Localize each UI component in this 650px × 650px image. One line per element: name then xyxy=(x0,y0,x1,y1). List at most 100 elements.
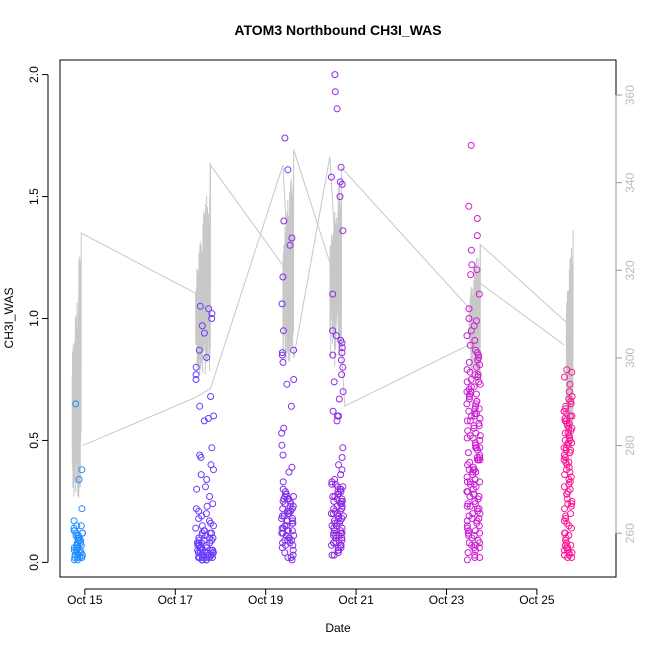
scatter-point xyxy=(476,478,484,486)
scatter-point xyxy=(464,461,471,469)
scatter-point xyxy=(200,417,208,425)
scatter-point xyxy=(560,483,568,491)
scatter-point xyxy=(473,444,481,452)
scatter-point xyxy=(338,344,346,352)
scatter-point xyxy=(566,468,574,476)
scatter-point xyxy=(203,502,211,510)
scatter-point xyxy=(328,480,336,488)
scatter-point xyxy=(287,554,295,561)
scatter-point xyxy=(289,519,297,527)
scatter-point xyxy=(289,546,297,554)
y-tick-label: 2.0 xyxy=(27,66,41,83)
scatter-point xyxy=(279,451,287,459)
x-tick-label: Oct 19 xyxy=(248,593,284,607)
scatter-point xyxy=(78,466,86,474)
scatter-point xyxy=(194,549,202,557)
scatter-point xyxy=(568,500,576,508)
scatter-point xyxy=(560,407,568,415)
scatter-point xyxy=(466,390,474,398)
scatter-point xyxy=(338,466,346,474)
scatter-point xyxy=(196,402,204,410)
scatter-point xyxy=(471,336,479,344)
scatter-point xyxy=(286,241,294,249)
scatter-point xyxy=(72,546,80,554)
scatter-point xyxy=(208,310,216,318)
scatter-point xyxy=(278,529,286,537)
scatter-point xyxy=(466,393,473,400)
scatter-point xyxy=(468,261,476,269)
scatter-point xyxy=(208,444,216,452)
scatter-point xyxy=(472,402,479,410)
scatter-point xyxy=(336,193,344,201)
scatter-point-layer xyxy=(70,71,576,564)
scatter-point xyxy=(337,500,345,508)
scatter-point xyxy=(210,522,217,530)
scatter-point xyxy=(76,554,84,561)
scatter-point xyxy=(198,522,206,530)
scatter-point xyxy=(474,456,481,464)
scatter-point xyxy=(329,351,337,359)
scatter-point xyxy=(467,327,475,335)
scatter-point xyxy=(471,554,479,561)
scatter-point xyxy=(288,527,296,535)
scatter-point xyxy=(560,517,568,525)
scatter-point xyxy=(206,546,214,554)
altitude-trace xyxy=(71,149,574,499)
scatter-point xyxy=(329,407,337,415)
scatter-point xyxy=(474,351,482,359)
scatter-point xyxy=(476,432,484,440)
scatter-point xyxy=(333,105,341,113)
scatter-point xyxy=(197,471,205,479)
scatter-point xyxy=(290,376,298,383)
scatter-point xyxy=(338,180,346,188)
scatter-point xyxy=(463,434,471,442)
scatter-point xyxy=(283,495,291,503)
scatter-point xyxy=(475,378,483,386)
scatter-point xyxy=(463,473,471,481)
scatter-point xyxy=(469,510,477,518)
scatter-point xyxy=(330,551,338,559)
scatter-point xyxy=(471,439,479,447)
y-tick-label: 1.0 xyxy=(27,310,41,327)
scatter-point xyxy=(568,368,576,376)
y2-tick-label: 340 xyxy=(623,172,637,192)
scatter-point xyxy=(473,363,481,371)
scatter-point xyxy=(339,363,347,371)
scatter-point xyxy=(329,290,337,298)
scatter-point xyxy=(339,388,347,396)
scatter-point xyxy=(337,529,345,537)
scatter-point xyxy=(284,536,292,544)
scatter-point xyxy=(278,349,286,357)
scatter-point xyxy=(77,522,85,530)
scatter-point xyxy=(75,476,83,483)
scatter-point xyxy=(468,541,476,549)
scatter-point xyxy=(476,444,484,452)
scatter-point xyxy=(193,485,201,493)
scatter-point xyxy=(200,329,208,337)
scatter-point xyxy=(196,302,204,310)
scatter-point xyxy=(562,402,570,410)
scatter-point xyxy=(279,478,287,486)
scatter-point xyxy=(565,532,573,539)
scatter-point xyxy=(473,215,481,222)
scatter-point xyxy=(465,305,473,313)
scatter-point xyxy=(564,439,572,447)
scatter-point xyxy=(327,173,335,181)
scatter-point xyxy=(338,371,346,379)
altitude-line-layer xyxy=(71,149,574,499)
scatter-point xyxy=(202,483,209,491)
scatter-point xyxy=(195,515,203,522)
scatter-point xyxy=(279,273,287,281)
scatter-point xyxy=(568,554,576,561)
scatter-point xyxy=(200,527,208,535)
scatter-point xyxy=(463,332,471,340)
scatter-point xyxy=(284,166,292,174)
scatter-point xyxy=(72,529,80,537)
scatter-point xyxy=(337,544,345,552)
scatter-point xyxy=(203,476,211,483)
y-axis-label: CH3I_WAS xyxy=(2,288,16,349)
scatter-point xyxy=(334,483,342,491)
scatter-point xyxy=(469,468,477,476)
scatter-point xyxy=(338,339,346,347)
scatter-point xyxy=(567,502,575,510)
